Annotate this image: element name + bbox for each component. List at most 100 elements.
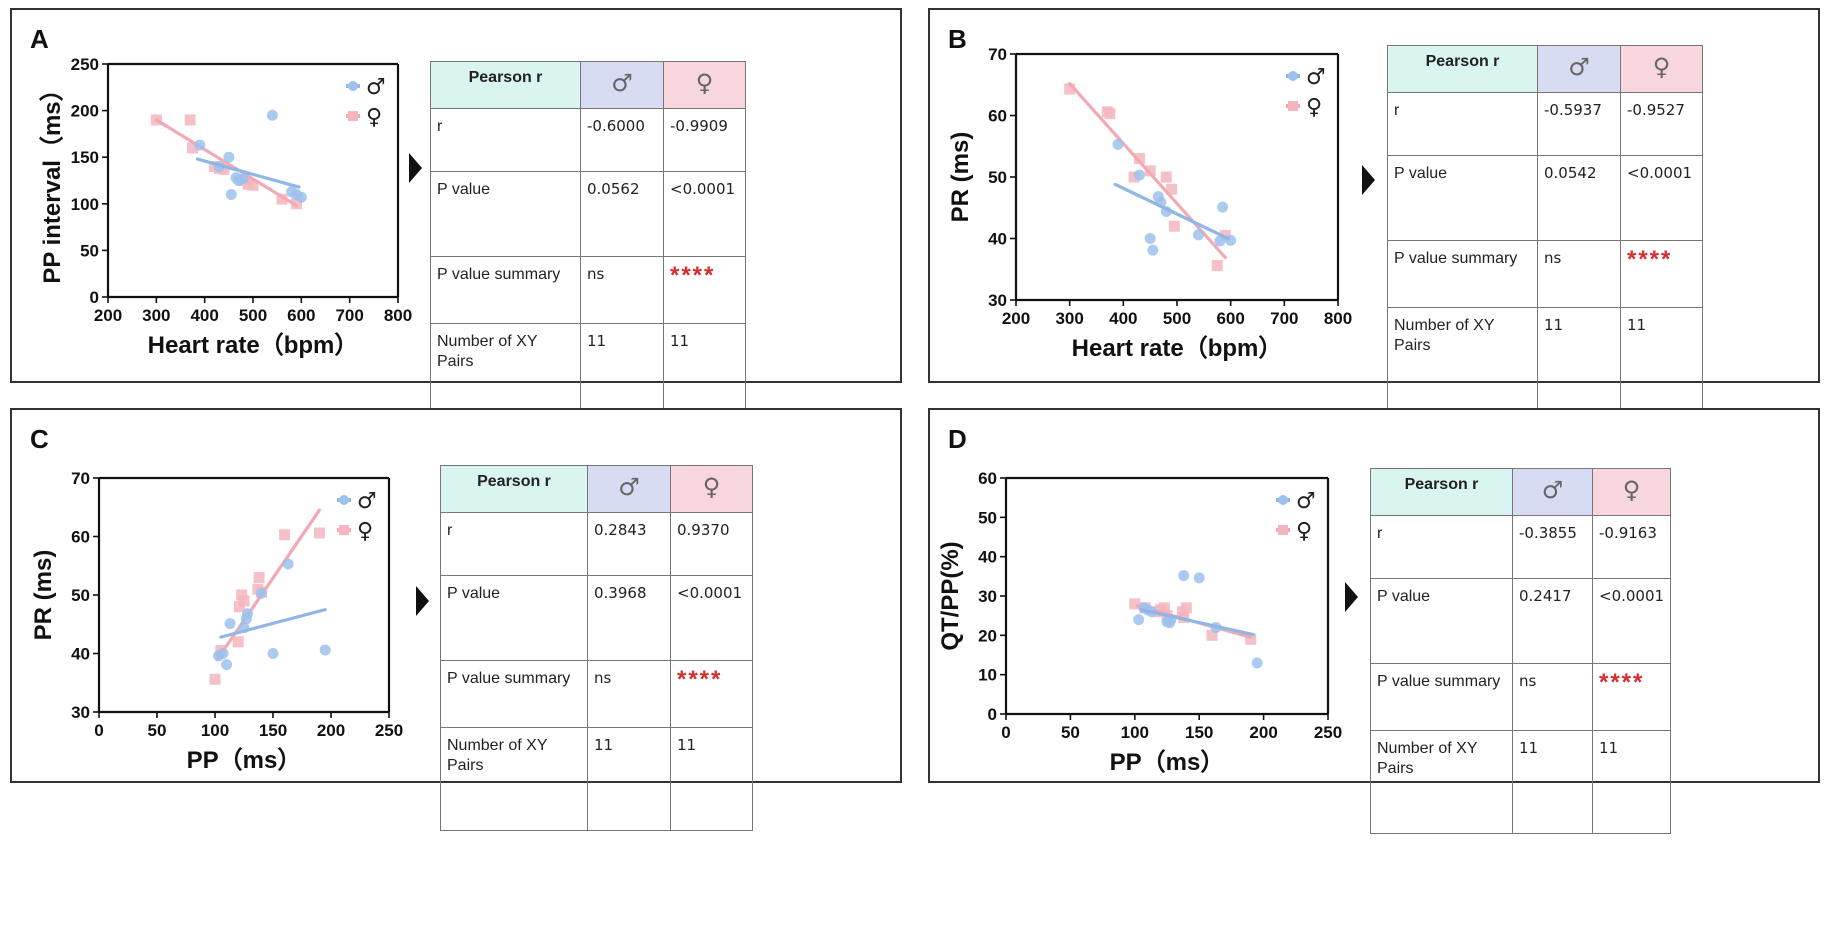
x-tick-label: 700 <box>1270 309 1298 328</box>
y-tick-label: 30 <box>988 291 1007 310</box>
x-tick-label: 100 <box>1121 723 1149 742</box>
x-tick-label: 100 <box>201 721 229 740</box>
male-r-value: -0.6000 <box>580 108 664 172</box>
x-axis-label: PP（ms） <box>1110 749 1225 776</box>
female-summary-value: **** <box>1620 240 1703 308</box>
y-tick-label: 0 <box>90 288 99 307</box>
y-tick-label: 30 <box>978 587 997 606</box>
male-summary-value: ns <box>1512 663 1593 731</box>
male-data-point <box>1193 572 1205 584</box>
pearson-r-header: Pearson r <box>440 465 588 513</box>
y-tick-label: 60 <box>988 107 1007 126</box>
female-column-header: ♀ <box>1592 468 1671 516</box>
male-data-point <box>266 109 278 121</box>
r-row: r -0.5937 -0.9527 <box>1387 92 1703 156</box>
panel-letter: A <box>30 24 49 54</box>
y-tick-label: 150 <box>71 148 99 167</box>
x-tick-label: 250 <box>375 721 403 740</box>
y-tick-label: 60 <box>71 528 90 547</box>
female-r-value: -0.9909 <box>663 108 746 172</box>
x-tick-label: 500 <box>1163 309 1191 328</box>
female-data-point <box>1180 602 1192 614</box>
female-data-point <box>1158 602 1170 614</box>
female-data-point <box>1168 220 1180 232</box>
y-tick-label: 20 <box>978 626 997 645</box>
female-data-point <box>232 636 244 648</box>
male-data-point <box>1217 201 1229 213</box>
p-summary-row: P value summary ns **** <box>1387 240 1703 308</box>
male-data-point <box>1144 233 1156 244</box>
y-tick-label: 40 <box>988 230 1007 249</box>
x-tick-label: 700 <box>335 306 363 325</box>
y-tick-label: 40 <box>978 548 997 567</box>
p-summary-row: P value summary ns **** <box>430 256 746 324</box>
x-tick-label: 50 <box>1061 723 1080 742</box>
legend-female-label: ♀ <box>366 105 382 130</box>
arrow-icon <box>416 586 429 616</box>
male-data-point <box>225 188 237 200</box>
y-axis-label: PR (ms) <box>947 132 974 223</box>
male-pairs-value: 11 <box>587 727 671 831</box>
female-data-point <box>313 527 325 539</box>
male-data-point <box>1112 138 1124 150</box>
xy-pairs-row: Number of XY Pairs 11 11 <box>1370 730 1671 834</box>
male-regression-line <box>195 157 301 189</box>
y-axis-label: QT/PP(%) <box>937 541 964 650</box>
row-label: P value summary <box>1387 240 1538 308</box>
female-data-point <box>1245 633 1257 645</box>
p-summary-row: P value summary ns **** <box>1370 663 1671 731</box>
stats-table-d: Pearson r ♂ ♀ r -0.3855 -0.9163 P value 0.2417 <… <box>1370 468 1671 834</box>
female-regression-line <box>154 118 299 208</box>
arrow-icon <box>1362 165 1375 195</box>
x-axis-label: Heart rate（bpm） <box>148 332 359 359</box>
female-data-point <box>1128 171 1140 183</box>
table-header-row: Pearson r ♂ ♀ <box>440 465 753 513</box>
scatter-chart-b: 200 300 400 500 600 700 800 30 40 50 60 70 Heart rat… <box>947 45 1352 362</box>
y-axis-label: PP interval（ms） <box>39 77 66 283</box>
male-column-header: ♂ <box>1512 468 1593 516</box>
y-tick-label: 40 <box>71 645 90 664</box>
female-r-value: -0.9163 <box>1592 515 1671 579</box>
male-summary-value: ns <box>1537 240 1621 308</box>
x-tick-label: 600 <box>287 306 315 325</box>
female-regression-line <box>1068 81 1227 260</box>
panel-letter: C <box>30 424 49 454</box>
x-tick-label: 500 <box>239 306 267 325</box>
scatter-chart-d: 0 50 100 150 200 250 0 10 20 30 40 50 60 PP（ms） QT/PP(… <box>937 469 1342 776</box>
legend-male-swatch <box>1278 495 1288 505</box>
pearson-r-header: Pearson r <box>1387 45 1538 93</box>
row-label: P value <box>430 171 581 257</box>
female-data-point <box>1206 629 1218 641</box>
male-regression-line <box>219 608 327 639</box>
panel-a: A 200 300 400 500 600 700 800 0 50 100 150 200 250 He… <box>10 8 902 427</box>
row-label: P value <box>1387 155 1538 241</box>
stats-table-b: Pearson r ♂ ♀ r -0.5937 -0.9527 P value 0.0542 <… <box>1387 45 1703 411</box>
male-regression-line <box>1139 608 1255 637</box>
x-tick-label: 200 <box>1249 723 1277 742</box>
x-tick-label: 400 <box>190 306 218 325</box>
male-summary-value: ns <box>587 660 671 728</box>
table-header-row: Pearson r ♂ ♀ <box>1370 468 1671 516</box>
female-pairs-value: 11 <box>1620 307 1703 411</box>
row-label: P value summary <box>430 256 581 324</box>
legend-male-swatch <box>1288 71 1298 81</box>
male-pairs-value: 11 <box>1512 730 1593 834</box>
row-label: P value <box>440 575 588 661</box>
scatter-chart-a: 200 300 400 500 600 700 800 0 50 100 150 200 250 Hear… <box>39 55 412 359</box>
female-data-point <box>247 179 259 191</box>
y-tick-label: 50 <box>978 508 997 527</box>
male-p-value: 0.3968 <box>587 575 671 661</box>
row-label: P value summary <box>1370 663 1513 731</box>
legend-female-swatch <box>348 111 358 121</box>
female-pairs-value: 11 <box>1592 730 1671 834</box>
female-data-point <box>1211 260 1223 272</box>
row-label: Number of XY Pairs <box>1387 307 1538 411</box>
row-label: r <box>430 108 581 172</box>
x-tick-label: 800 <box>384 306 412 325</box>
y-tick-label: 50 <box>988 168 1007 187</box>
female-data-point <box>1160 171 1172 183</box>
legend-female-swatch <box>339 525 349 535</box>
legend-male-label: ♂ <box>1296 489 1316 514</box>
r-row: r -0.3855 -0.9163 <box>1370 515 1671 579</box>
row-label: Number of XY Pairs <box>1370 730 1513 834</box>
